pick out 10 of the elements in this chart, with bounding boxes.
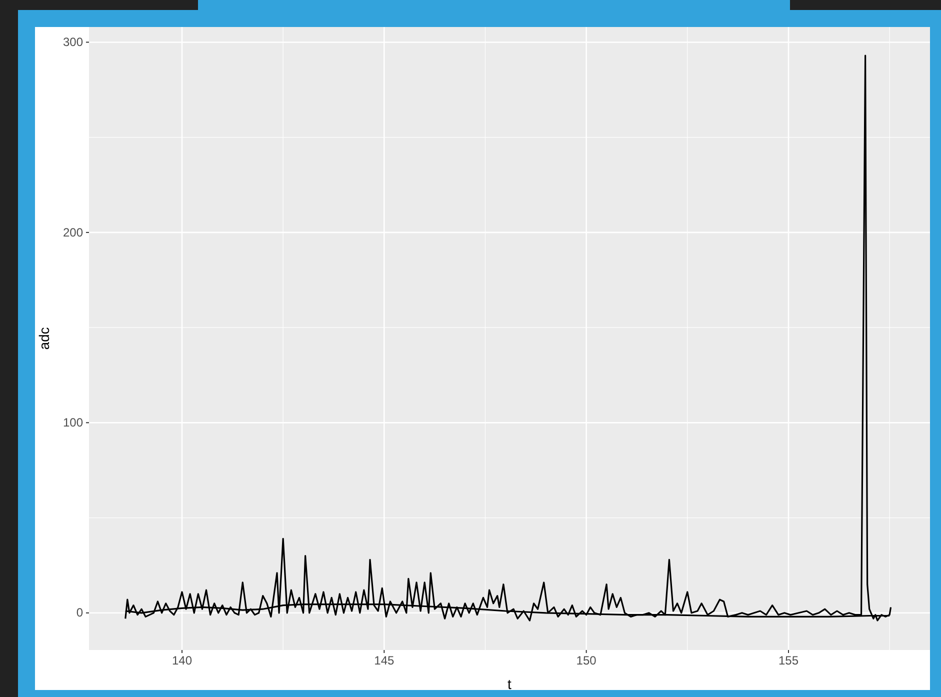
- x-tick-label: 145: [374, 654, 394, 668]
- y-tick-label: 100: [62, 416, 84, 430]
- x-axis-title: t: [508, 676, 512, 692]
- y-tick-label: 300: [62, 35, 84, 50]
- y-tick-label: 200: [62, 225, 84, 240]
- x-tick-label: 155: [778, 654, 799, 668]
- y-axis-title: adc: [36, 327, 52, 350]
- x-tick-label: 140: [172, 654, 192, 668]
- x-tick-label: 150: [576, 654, 597, 668]
- y-tick-label: 0: [76, 606, 84, 620]
